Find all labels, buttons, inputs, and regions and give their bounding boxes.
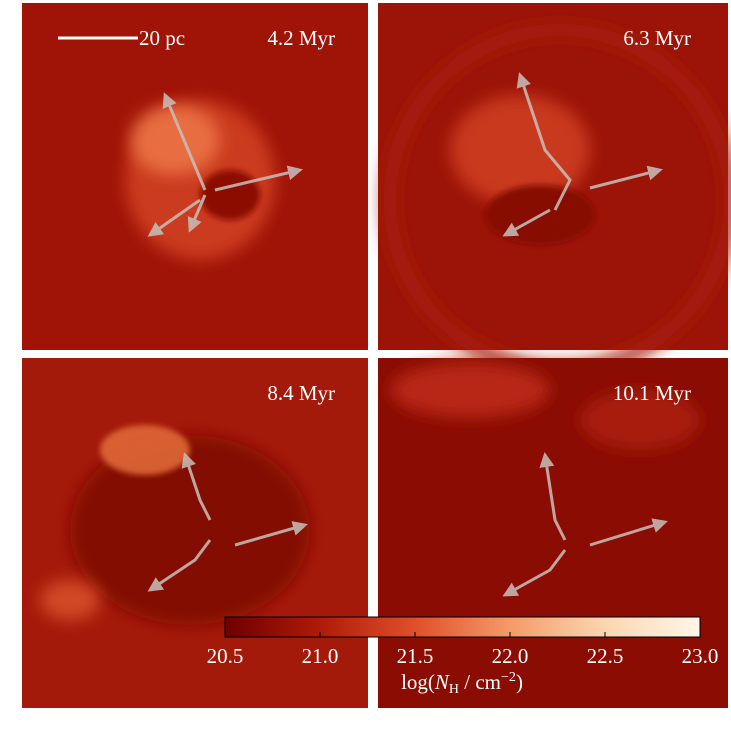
panel [22,3,368,350]
tick-label: 23.0 [682,644,719,668]
panel [22,358,368,708]
tick-label: 21.0 [302,644,339,668]
tick-label: 22.5 [587,644,624,668]
panel-time: 4.2 Myr [267,26,335,50]
label-part: ) [516,670,523,694]
label-part: log( [401,670,435,694]
panel-time: 8.4 Myr [267,381,335,405]
label-part: H [449,682,459,697]
tick-label: 22.0 [492,644,529,668]
label-part: / cm [459,670,501,694]
colorbar-ticks: 20.5 21.0 21.5 22.0 22.5 23.0 [207,632,719,668]
panel-time: 10.1 Myr [613,381,691,405]
label-part: N [434,670,450,694]
colorbar [224,616,701,638]
scale-bar-label: 20 pc [139,26,185,50]
label-part: −2 [501,670,516,685]
panel [378,358,728,708]
panel-time: 6.3 Myr [623,26,691,50]
tick-label: 21.5 [397,644,434,668]
tick-label: 20.5 [207,644,244,668]
panel [378,3,731,377]
colorbar-label: log(NH / cm−2) [401,670,523,697]
